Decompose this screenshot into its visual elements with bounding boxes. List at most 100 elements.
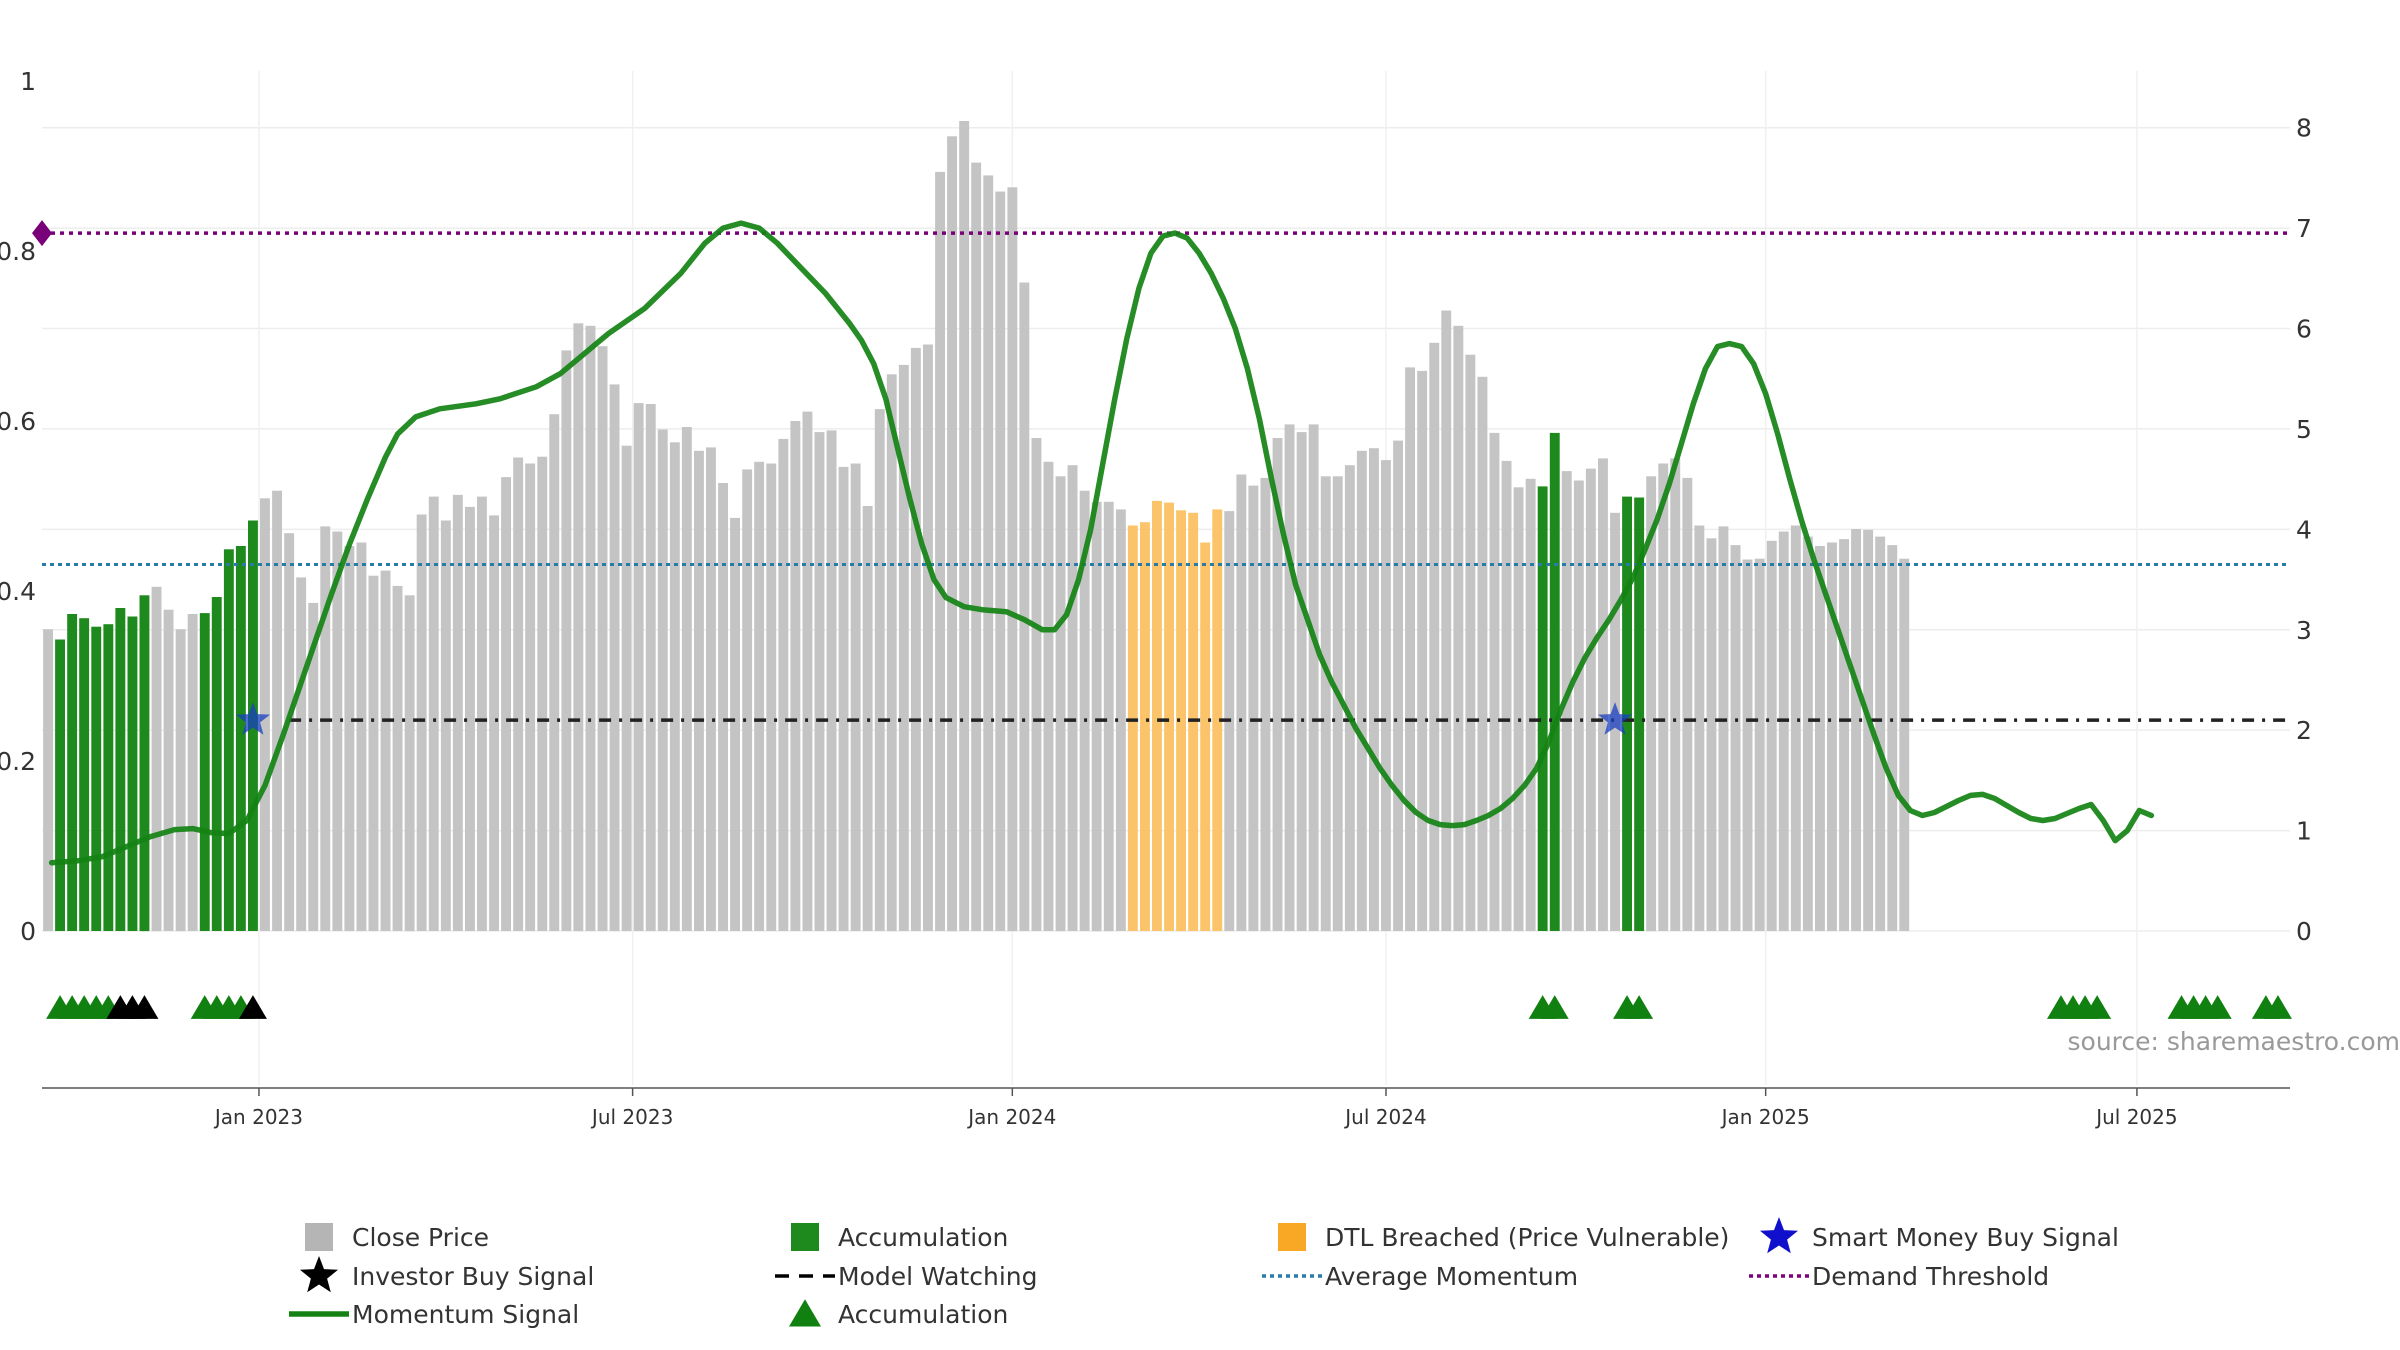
close-price-bar — [766, 463, 777, 931]
close-price-bar — [1429, 342, 1440, 931]
close-price-bar — [1525, 478, 1536, 931]
close-price-bar — [802, 411, 813, 932]
close-price-bar — [332, 531, 343, 931]
close-price-bar — [585, 325, 596, 931]
accumulation-bar — [79, 618, 90, 931]
right-axis-tick-label: 7 — [2296, 214, 2312, 243]
close-price-bar — [416, 514, 427, 931]
x-axis-tick-label: Jul 2023 — [590, 1105, 673, 1129]
left-axis-tick-label: 0 — [20, 917, 36, 946]
close-price-bar — [621, 445, 632, 931]
close-price-bar — [465, 506, 475, 931]
close-price-bar — [1369, 448, 1379, 931]
close-price-bar — [1875, 536, 1886, 931]
close-price-bar — [1381, 460, 1391, 931]
legend-label: DTL Breached (Price Vulnerable) — [1325, 1223, 1729, 1252]
close-price-bar — [1007, 187, 1018, 932]
close-price-bar — [1501, 460, 1512, 931]
source-label: source: sharemaestro.com — [2068, 1027, 2400, 1056]
close-price-bar — [1851, 529, 1861, 931]
right-axis-tick-label: 2 — [2296, 716, 2312, 745]
left-axis-tick-label: 0.2 — [0, 747, 36, 776]
close-price-bar — [163, 609, 174, 931]
close-price-bar — [1827, 542, 1837, 931]
legend-item: Average Momentum — [1262, 1262, 1578, 1291]
right-axis-tick-label: 3 — [2296, 616, 2312, 645]
accumulation-bar — [115, 608, 126, 931]
dtl-breached-bar — [1164, 502, 1174, 931]
close-price-bar — [995, 191, 1006, 931]
accumulation-triangle — [1625, 995, 1654, 1019]
close-price-bar — [1513, 487, 1524, 931]
close-price-bar — [380, 570, 391, 931]
legend-square-icon — [791, 1223, 819, 1251]
left-axis-tick-label: 1 — [20, 67, 36, 96]
right-axis-tick-label: 6 — [2296, 315, 2312, 344]
close-price-bar — [272, 490, 282, 931]
close-price-bar — [308, 602, 319, 931]
dtl-breached-bar — [1188, 512, 1199, 931]
close-price-bar — [790, 421, 801, 931]
accumulation-bar — [67, 614, 78, 931]
close-price-bar — [1260, 477, 1271, 931]
close-price-bar — [175, 629, 186, 932]
dtl-breached-bar — [1140, 522, 1150, 931]
right-axis-tick-label: 0 — [2296, 917, 2312, 946]
close-price-bar — [1284, 424, 1295, 931]
close-price-bar — [1658, 463, 1669, 931]
close-price-bar — [597, 346, 608, 931]
accumulation-bar — [91, 626, 102, 931]
close-price-bar — [609, 384, 620, 931]
close-price-bar — [1320, 476, 1331, 932]
left-axis-tick-label: 0.8 — [0, 237, 36, 266]
close-price-bar — [1742, 559, 1753, 931]
close-price-bar — [1067, 465, 1078, 931]
accumulation-triangle — [2203, 995, 2232, 1019]
legend-item: DTL Breached (Price Vulnerable) — [1278, 1223, 1729, 1252]
close-price-bar — [187, 614, 198, 931]
close-price-bar — [1815, 546, 1825, 931]
x-axis-tick-label: Jul 2025 — [2094, 1105, 2177, 1129]
close-price-bar — [404, 595, 415, 932]
close-price-bar — [392, 585, 403, 931]
accumulation-triangle — [1540, 995, 1569, 1019]
close-price-bar — [1019, 282, 1030, 931]
close-price-bar — [368, 575, 379, 931]
legend: Close Price Accumulation DTL Breached (Pri… — [289, 1217, 2119, 1329]
legend-label: Investor Buy Signal — [352, 1262, 594, 1291]
close-price-bar — [669, 442, 680, 931]
close-price-bar — [428, 496, 439, 931]
accumulation-bar — [199, 613, 210, 931]
close-price-bar — [452, 494, 463, 931]
legend-star-icon — [300, 1256, 338, 1293]
legend-item: Smart Money Buy Signal — [1760, 1217, 2119, 1254]
accumulation-bar — [127, 616, 138, 931]
legend-label: Close Price — [352, 1223, 489, 1252]
close-price-bar — [754, 461, 765, 931]
close-price-bar — [681, 427, 692, 931]
close-price-bar — [1103, 501, 1114, 932]
investor-buy-triangle — [130, 995, 159, 1019]
dtl-breached-bar — [1176, 510, 1186, 932]
close-price-bar — [898, 364, 909, 931]
close-price-bar — [43, 629, 53, 932]
close-price-bar — [549, 414, 560, 931]
signal-markers-layer — [46, 702, 2292, 1019]
close-price-bar — [284, 533, 295, 931]
close-price-bar — [1730, 545, 1741, 931]
accumulation-bar — [1549, 432, 1560, 931]
close-price-bar — [718, 483, 728, 931]
momentum-signal-line — [48, 220, 2155, 866]
close-price-bar — [1236, 474, 1247, 931]
close-price-bar — [1766, 540, 1777, 931]
lines-layer — [32, 220, 2290, 866]
accumulation-bar — [1622, 496, 1632, 931]
right-axis-tick-label: 1 — [2296, 817, 2312, 846]
close-price-bar — [1790, 525, 1801, 931]
close-price-bar — [1887, 545, 1898, 931]
right-axis-tick-label: 5 — [2296, 415, 2312, 444]
close-price-bar — [1248, 485, 1259, 931]
close-price-bar — [1682, 477, 1693, 931]
axes-layer: 0 0.2 0.4 0.6 0.8 1 0 1 2 3 4 5 6 7 8 Jan 2023 Jul 2023 J… — [0, 67, 2312, 1129]
close-price-bar — [1718, 526, 1729, 931]
